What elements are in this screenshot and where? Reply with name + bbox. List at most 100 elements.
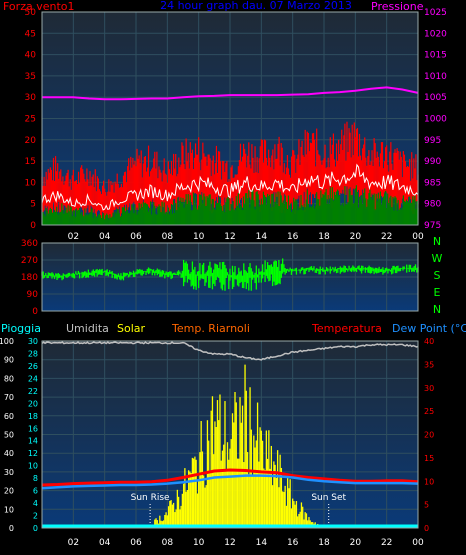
temp-tick-label: 0 (424, 524, 429, 533)
hour-tick-label: 04 (99, 232, 111, 242)
temp-tick-label: 5 (424, 501, 429, 510)
temp-int-label: Temp. Riarnoli (171, 322, 250, 335)
compass-letter: S (434, 269, 441, 282)
humidity-tick-label: 40 (4, 449, 14, 458)
sun-set-label: Sun Set (311, 493, 346, 503)
humidity-tick-label: 80 (4, 374, 14, 383)
rain-tick-label: 28 (28, 349, 38, 358)
compass-letter: W (432, 252, 443, 265)
temp-hour-tick-label: 00 (412, 538, 424, 548)
temp-hour-tick-label: 12 (224, 538, 235, 548)
direction-tick-label: 0 (32, 307, 38, 317)
wind-mean-line (41, 163, 419, 211)
hour-tick-label: 00 (412, 232, 424, 242)
wind-tick-label: 5 (30, 200, 36, 210)
temp-hour-tick-label: 16 (287, 538, 299, 548)
rain-tick-label: 12 (28, 449, 38, 458)
solar-label: Solar (117, 322, 146, 335)
rain-tick-label: 6 (33, 487, 38, 496)
wind-tick-label: 15 (25, 157, 36, 167)
pressure-tick-label: 1005 (424, 93, 447, 103)
temp-tick-label: 20 (424, 431, 434, 440)
humidity-tick-label: 30 (4, 468, 14, 477)
direction-tick-label: 180 (21, 273, 38, 283)
temp-tick-label: 35 (424, 360, 434, 369)
dew-point-label: Dew Point (°C) (392, 322, 466, 335)
temp-tick-label: 40 (424, 337, 434, 346)
hour-tick-label: 22 (381, 232, 392, 242)
temp-tick-label: 30 (424, 384, 434, 393)
wind-tick-label: 35 (25, 72, 36, 82)
pressure-tick-label: 980 (424, 200, 441, 210)
temp-tick-label: 25 (424, 407, 434, 416)
temp-tick-label: 10 (424, 477, 434, 486)
pressure-line (42, 86, 419, 101)
temp-hour-tick-label: 18 (318, 538, 330, 548)
hour-tick-label: 20 (350, 232, 362, 242)
rain-tick-label: 26 (28, 362, 38, 371)
direction-tick-label: 270 (21, 256, 38, 266)
humidity-tick-label: 100 (0, 337, 14, 346)
pressure-tick-label: 990 (424, 157, 441, 167)
wind-tick-label: 25 (25, 115, 36, 125)
wind-tick-label: 50 (25, 8, 37, 18)
rain-tick-label: 10 (28, 462, 38, 471)
temp-hour-tick-label: 14 (256, 538, 268, 548)
temp-panel-frame (41, 340, 419, 529)
humidity-tick-label: 10 (4, 505, 14, 514)
direction-tick-label: 360 (21, 239, 38, 249)
pressure-tick-label: 1000 (424, 115, 447, 125)
wind-panel-frame (41, 11, 419, 226)
humidity-tick-label: 90 (4, 356, 14, 365)
hour-tick-label: 14 (256, 232, 268, 242)
direction-panel-frame (41, 242, 419, 312)
chart-title: 24 hour graph dau. 07 Marzo 2013 (160, 0, 352, 12)
hour-tick-label: 10 (193, 232, 205, 242)
rain-tick-label: 16 (28, 424, 38, 433)
hour-tick-label: 08 (162, 232, 174, 242)
pressure-tick-label: 975 (424, 221, 441, 231)
pressure-axis-title: Pressione (371, 0, 424, 13)
humidity-label: Umidita (66, 322, 109, 335)
pressure-tick-label: 1020 (424, 29, 447, 39)
temperature-line (41, 468, 419, 487)
wind-tick-label: 30 (25, 93, 37, 103)
rain-axis-title: Pioggia (1, 322, 41, 335)
humidity-line (41, 341, 419, 361)
rain-tick-label: 22 (28, 387, 38, 396)
temp-hour-tick-label: 08 (162, 538, 174, 548)
rain-tick-label: 8 (33, 474, 38, 483)
temp-hour-tick-label: 02 (68, 538, 79, 548)
rain-tick-label: 18 (28, 412, 38, 421)
rain-tick-label: 0 (33, 524, 38, 533)
humidity-tick-label: 20 (4, 487, 14, 496)
hour-tick-label: 18 (318, 232, 330, 242)
compass-letter: N (433, 235, 441, 248)
compass-letter: N (433, 303, 441, 316)
direction-tick-label: 90 (27, 290, 39, 300)
rain-tick-label: 14 (28, 437, 38, 446)
wind-axis-title: Forza vento1 (3, 0, 75, 13)
pressure-tick-label: 985 (424, 178, 441, 188)
hour-tick-label: 02 (68, 232, 79, 242)
humidity-tick-label: 0 (9, 524, 14, 533)
hour-tick-label: 06 (130, 232, 142, 242)
sun-rise-label: Sun Rise (131, 493, 170, 503)
compass-letter: E (434, 286, 441, 299)
hour-tick-label: 12 (224, 232, 235, 242)
rain-tick-label: 2 (33, 512, 38, 521)
rain-tick-label: 20 (28, 399, 38, 408)
wind-tick-label: 20 (25, 136, 37, 146)
rain-tick-label: 30 (28, 337, 38, 346)
wind-tick-label: 10 (25, 178, 37, 188)
temp-tick-label: 15 (424, 454, 434, 463)
humidity-tick-label: 60 (4, 412, 14, 421)
wind-tick-label: 45 (25, 29, 36, 39)
dew-point-line (41, 474, 419, 490)
humidity-tick-label: 50 (4, 431, 14, 440)
wind-tick-label: 40 (25, 51, 37, 61)
rain-tick-label: 4 (33, 499, 38, 508)
pressure-tick-label: 995 (424, 136, 441, 146)
pressure-tick-label: 1025 (424, 8, 447, 18)
